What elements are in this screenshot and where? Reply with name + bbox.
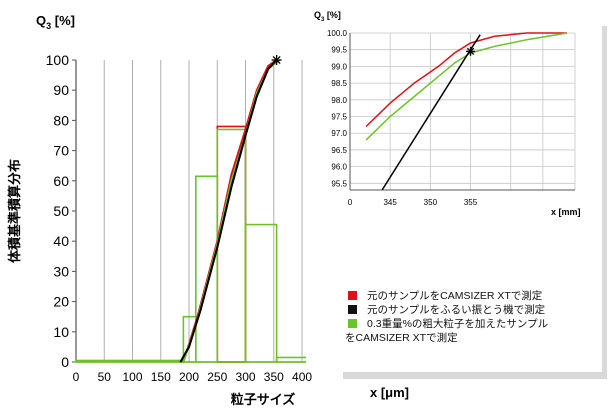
main-x-tick-label: 150 [151,370,171,384]
legend-item-green: 0.3重量%の粗大粒子を加えたサンプル [345,317,607,331]
legend-swatch-green [348,319,357,328]
histogram-bar-green [216,128,247,363]
inset-y-unit-label: Q3 [%] [314,10,341,23]
legend-swatch-black [348,305,357,314]
inset-y-tick-label: 100.0 [327,29,348,38]
main-y-tick-label: 90 [53,82,69,98]
main-x-tick-label: 300 [236,370,256,384]
main-plot: 0 10 20 30 40 50 60 70 80 90 100 0 50 100 150 200 250 300… [7,13,409,407]
inset-y-tick-label: 97.0 [331,129,347,138]
main-x-tick-label: 400 [292,370,312,384]
legend-swatch-red [348,291,357,300]
inset-series-line-red [365,32,567,128]
main-star-marker [271,55,282,65]
inset-x-tick-label: 355 [464,198,478,207]
histogram-bar-green [244,223,278,363]
inset-star-marker-stroke [466,47,475,56]
main-x-tick-label: 350 [264,370,284,384]
inset-y-tick-label: 99.0 [331,62,347,71]
inset-x-tick-label: 345 [383,198,397,207]
inset-star-marker [466,46,476,56]
inset-y-tick-label: 96.0 [331,163,347,172]
legend-item-black: 元のサンプルをふるい振とう機で測定 [345,303,607,317]
inset-y-tick-label: 98.5 [331,79,347,88]
legend: 元のサンプルをCAMSIZER XTで測定 元のサンプルをふるい振とう機で測定 … [345,289,607,345]
main-x-tick-label: 100 [122,370,142,384]
inset-y-tick-label: 99.5 [331,46,347,55]
main-y-tick-label: 60 [53,173,69,189]
histogram-bar-green [195,175,219,363]
legend-label-red: 元のサンプルをCAMSIZER XTで測定 [367,290,543,302]
series-line-black-top [179,59,278,363]
legend-label-green: 0.3重量%の粗大粒子を加えたサンプル [367,318,549,330]
inset-panel: 95.5 96.0 96.5 97.0 97.5 98.0 98.5 99.0 99.5 100.… [306,6,607,379]
histogram-bar-red [216,125,247,363]
inset-y-tick-label: 95.5 [331,179,347,188]
inset-x-tick-label: 350 [424,198,438,207]
inset-x-tick-label: 0 [348,198,353,207]
main-x-tick-label: 50 [98,370,112,384]
inset-y-tick-label: 96.5 [331,146,347,155]
main-x-tick-label: 200 [179,370,199,384]
histogram-bar-green [75,359,185,363]
main-y-tick-label: 40 [53,233,69,249]
main-y-tick-label: 10 [53,324,69,340]
inset-y-tick-label: 97.5 [331,113,347,122]
main-y-tick-label: 100 [46,52,70,68]
legend-label-green-continuation: をCAMSIZER XTで測定 [345,332,458,344]
main-x-unit-label: x [μm] [370,385,409,400]
main-y-axis-title: 体積基準積算分布 [7,159,22,263]
main-y-unit-label: Q3 [%] [36,13,75,31]
main-y-tick-label: 70 [53,143,69,159]
main-y-tick-label: 80 [53,112,69,128]
legend-item-red: 元のサンプルをCAMSIZER XTで測定 [345,289,607,303]
main-y-tick-label: 30 [53,263,69,279]
main-star-marker-stroke [272,56,281,64]
inset-y-tick-label: 98.0 [331,96,347,105]
main-x-axis-title: 粒子サイズ [231,392,296,407]
main-y-tick-label: 50 [53,203,69,219]
main-x-tick-label: 250 [207,370,227,384]
main-y-tick-label: 20 [53,294,69,310]
legend-label-black: 元のサンプルをふるい振とう機で測定 [367,304,546,316]
main-y-tick-label: 0 [61,354,69,370]
inset-series-line-green [365,32,568,141]
inset-x-unit-label: x [mm] [551,207,581,217]
main-x-tick-label: 0 [73,370,80,384]
